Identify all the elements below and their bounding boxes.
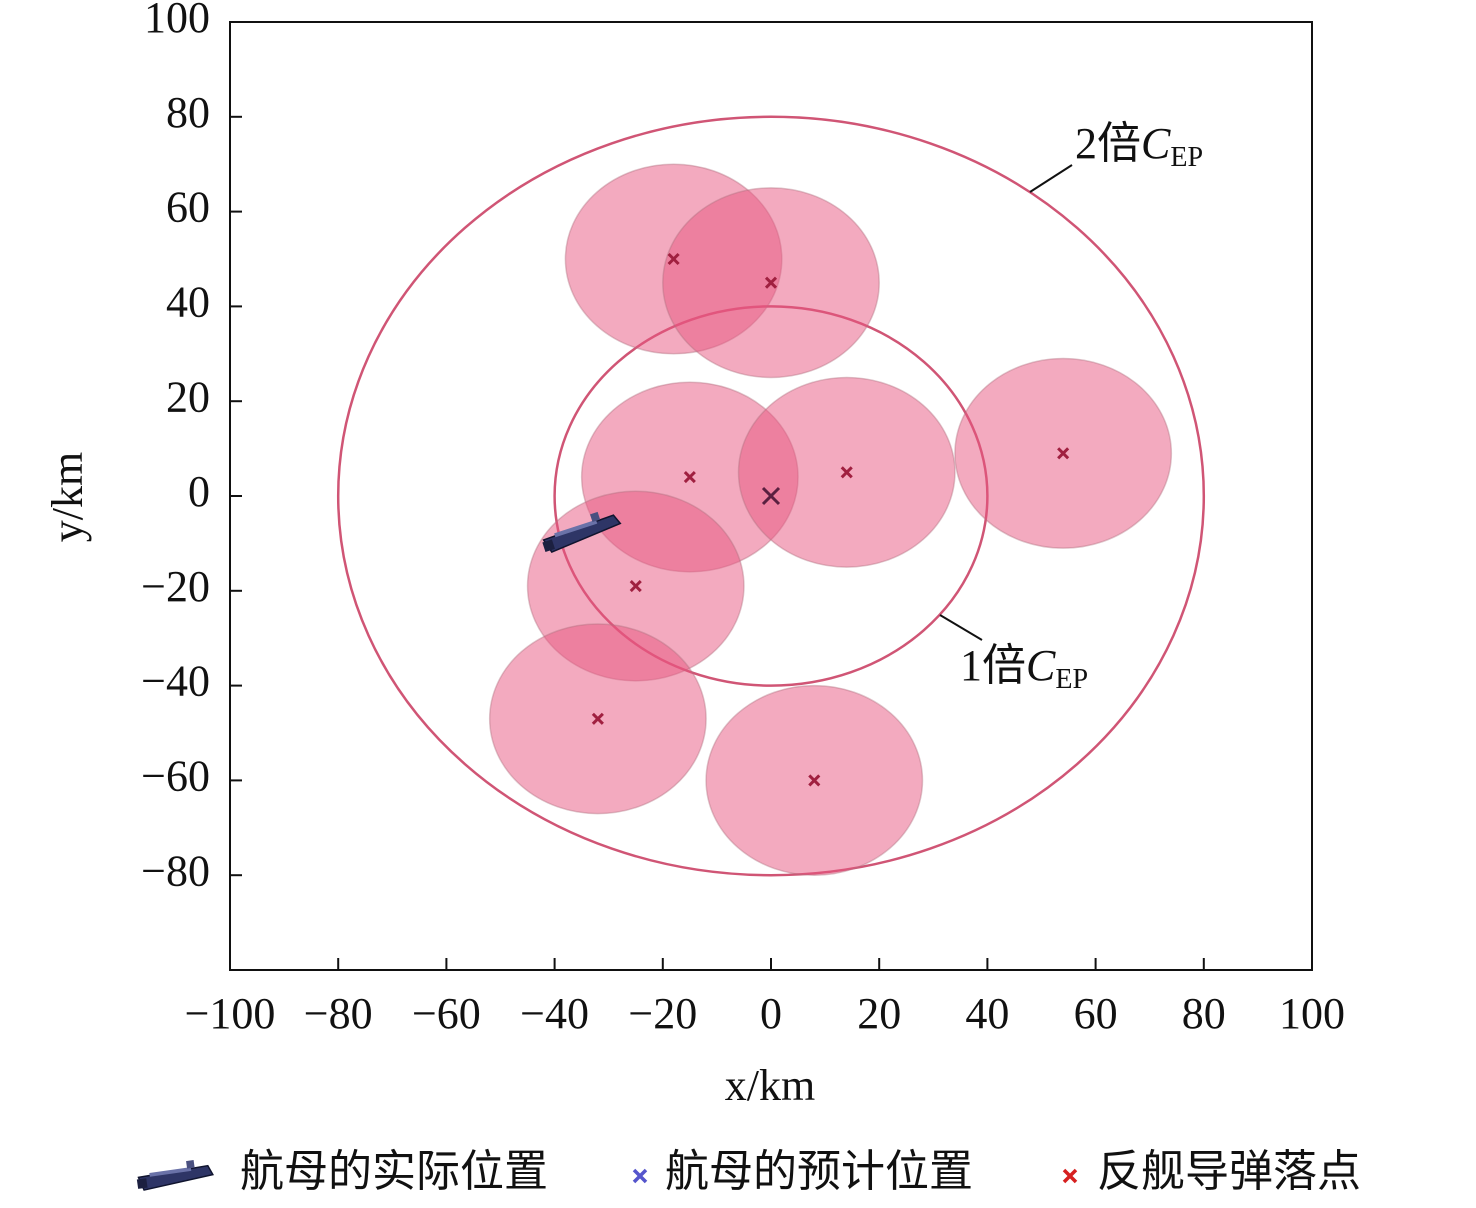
y-tick-label: 80 <box>166 88 210 137</box>
x-marker <box>683 470 696 484</box>
annotation-prefix: 1倍 <box>960 641 1026 690</box>
x-stroke <box>808 774 821 787</box>
x-tick-label: 80 <box>1182 989 1226 1038</box>
x-stroke <box>632 1168 648 1184</box>
ship-bow <box>136 1178 148 1189</box>
x-marker <box>1057 447 1070 460</box>
annotation: 2倍CEP <box>1075 119 1203 173</box>
x-tick-label: −20 <box>628 989 697 1038</box>
x-tick-label: 100 <box>1279 989 1345 1038</box>
ship-hull <box>137 1164 214 1191</box>
legend-label: 航母的预计位置 <box>665 1147 973 1196</box>
x-stroke <box>761 486 781 506</box>
x-stroke <box>683 470 696 484</box>
x-stroke <box>591 712 604 725</box>
annotation-leader <box>939 614 983 641</box>
x-tick-label: 60 <box>1074 989 1118 1038</box>
ship-island <box>590 511 601 522</box>
cep-ring <box>336 115 1206 877</box>
x-marker <box>1062 1168 1078 1184</box>
x-marker <box>632 1168 648 1184</box>
x-tick-label: −40 <box>520 989 589 1038</box>
x-tick-label: 40 <box>965 989 1009 1038</box>
x-tick-label: 20 <box>857 989 901 1038</box>
x-marker <box>808 774 821 787</box>
annotation-symbol: C <box>1141 119 1171 168</box>
x-marker <box>761 486 781 506</box>
x-tick-label: −100 <box>185 989 276 1038</box>
ship-island <box>186 1160 195 1169</box>
y-tick-label: 40 <box>166 277 210 326</box>
annotation-subscript: EP <box>1170 142 1203 173</box>
x-stroke <box>667 252 680 266</box>
annotation: 1倍CEP <box>960 641 1088 695</box>
x-marker <box>667 252 680 266</box>
x-stroke <box>1057 447 1070 460</box>
y-tick-label: 0 <box>188 467 210 516</box>
legend-label: 航母的实际位置 <box>240 1147 548 1196</box>
x-tick-label: −60 <box>412 989 481 1038</box>
ship-deck <box>554 519 598 538</box>
annotation-symbol: C <box>1026 641 1056 690</box>
y-axis-label: y/km <box>43 452 92 542</box>
x-tick-label: 0 <box>760 989 782 1038</box>
x-stroke <box>629 579 642 593</box>
x-stroke <box>1062 1168 1078 1184</box>
x-stroke <box>840 466 853 479</box>
x-tick-label: −80 <box>304 989 373 1038</box>
ship-marker <box>542 511 622 553</box>
annotation-subscript: EP <box>1055 664 1088 695</box>
ship-bow <box>542 539 555 552</box>
y-tick-label: 20 <box>166 372 210 421</box>
x-stroke <box>764 276 778 289</box>
y-tick-label: −60 <box>141 751 210 800</box>
x-axis-label: x/km <box>725 1061 815 1110</box>
ship-deck <box>149 1167 192 1177</box>
legend-label: 反舰导弹落点 <box>1097 1147 1361 1196</box>
y-tick-label: −40 <box>141 657 210 706</box>
y-tick-label: −80 <box>141 846 210 895</box>
x-marker <box>591 712 604 725</box>
x-marker <box>840 466 853 479</box>
x-marker <box>764 276 778 289</box>
y-tick-label: 60 <box>166 183 210 232</box>
annotation-leader <box>1029 164 1073 193</box>
y-tick-label: 100 <box>144 0 210 42</box>
annotation-prefix: 2倍 <box>1075 119 1141 168</box>
ship-marker <box>136 1160 214 1191</box>
y-tick-label: −20 <box>141 562 210 611</box>
x-marker <box>629 579 642 593</box>
